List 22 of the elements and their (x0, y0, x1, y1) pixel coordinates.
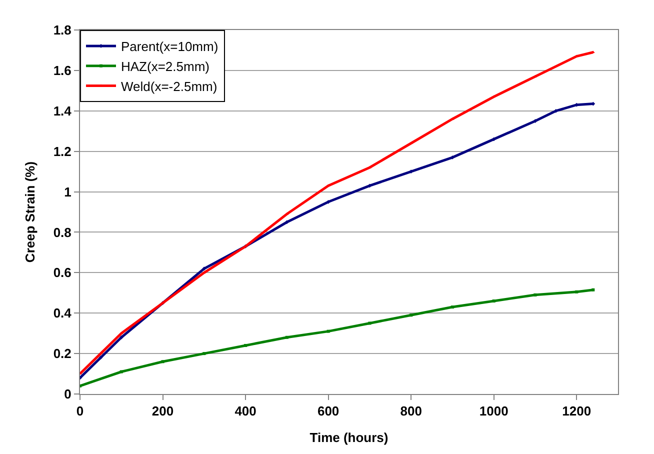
x-tick-label: 200 (152, 404, 174, 419)
legend-label: HAZ(x=2.5mm) (121, 58, 210, 74)
x-tick-label: 0 (76, 404, 84, 419)
y-tick-label: 1.4 (53, 103, 72, 118)
y-tick-label: 1.2 (53, 144, 72, 159)
y-tick-label: 0.8 (53, 224, 72, 240)
y-tick-label: 1.6 (53, 62, 72, 78)
y-tick-label: 0 (64, 386, 72, 402)
x-tick-label: 400 (234, 404, 256, 419)
legend-label: Parent(x=10mm) (121, 39, 218, 54)
y-tick-label: 0.4 (53, 306, 72, 321)
x-tick-label: 800 (400, 404, 422, 419)
y-axis-title: Creep Strain (%) (22, 161, 38, 263)
y-tick-label: 0.2 (53, 346, 72, 362)
y-tick-label: 1.8 (53, 22, 72, 38)
x-axis-title: Time (hours) (310, 430, 388, 446)
x-tick-label: 1000 (479, 404, 508, 419)
x-tick-label: 600 (317, 404, 340, 419)
y-tick-label: 0.6 (53, 265, 72, 280)
x-tick-label: 1200 (562, 404, 592, 419)
legend-label: Weld(x=-2.5mm) (121, 78, 218, 94)
y-tick-label: 1 (64, 184, 72, 200)
